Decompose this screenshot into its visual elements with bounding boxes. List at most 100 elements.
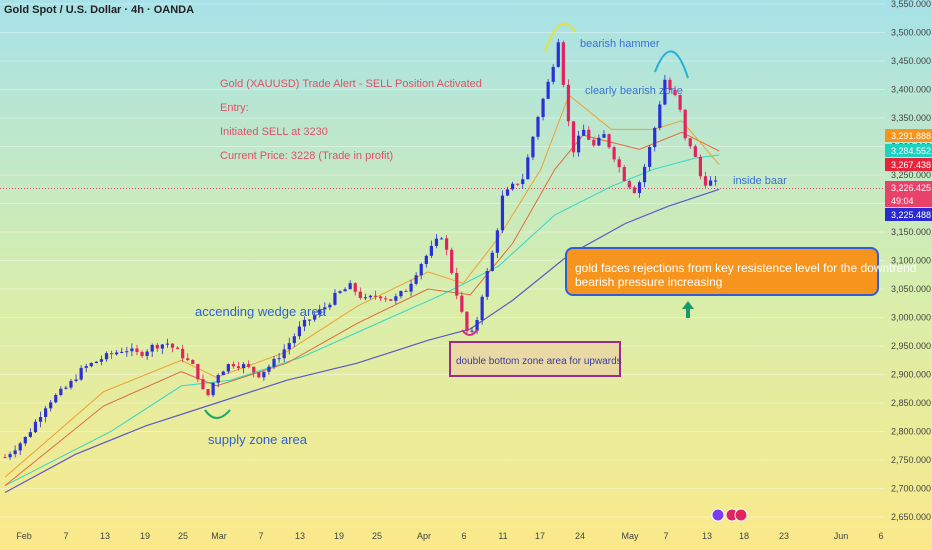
candle-body — [384, 298, 388, 300]
candle-body — [292, 336, 296, 344]
candle-body — [338, 291, 342, 293]
supply-arc — [204, 409, 231, 419]
candle-body — [708, 180, 713, 186]
candle-body — [23, 436, 27, 444]
candle-body — [79, 367, 83, 380]
candle-body — [333, 292, 337, 305]
candle-body — [297, 326, 302, 337]
candle-body — [221, 371, 225, 375]
candle-body — [658, 104, 662, 128]
moving-averages — [4, 94, 720, 494]
candle-body — [597, 137, 601, 146]
alert-initiated: Initiated SELL at 3230 — [220, 126, 328, 138]
candle-body — [445, 238, 449, 250]
candle-body — [99, 359, 104, 362]
x-tick-label: 11 — [498, 531, 507, 541]
candle-body — [211, 382, 215, 396]
axes: 3,550.000 3,500.000 3,450.000 3,400.000 3,35… — [16, 0, 931, 541]
candle-body — [353, 283, 357, 292]
x-tick-label: 7 — [63, 531, 68, 541]
candle-body — [125, 351, 129, 353]
wedge-label: accending wedge area — [195, 304, 326, 319]
price-label: 49:04 — [891, 196, 914, 206]
candle-body — [287, 343, 291, 350]
candle-body — [84, 366, 88, 368]
candle-body — [272, 358, 276, 367]
price-label-box — [885, 129, 932, 142]
candle-body — [480, 296, 484, 320]
alert-entry: Entry: — [220, 102, 249, 114]
inside-bar-label: inside baar — [733, 175, 787, 187]
gold-rejection-text: gold faces rejections from key resistenc… — [575, 261, 917, 275]
candle-body — [714, 180, 718, 182]
candle-body — [602, 134, 606, 138]
candle-body — [206, 389, 210, 396]
candle-body — [49, 402, 53, 409]
candle-body — [379, 296, 383, 299]
candle-body — [612, 147, 616, 160]
double-bottom-text: double bottom zone area for upwards — [456, 356, 622, 367]
candle-body — [698, 156, 703, 177]
candle-body — [399, 291, 403, 297]
x-tick-label: 23 — [779, 531, 789, 541]
candle-body — [632, 187, 637, 194]
candle-body — [130, 348, 134, 352]
candle-body — [38, 417, 43, 422]
candle-body — [536, 117, 540, 137]
candle-body — [323, 307, 327, 310]
candle-body — [328, 304, 332, 308]
candle-body — [231, 364, 236, 367]
candle-body — [521, 179, 525, 185]
y-tick-label: 3,050.000 — [891, 284, 931, 294]
candle-body — [181, 348, 185, 359]
candle-body — [693, 146, 697, 157]
candle-body — [648, 147, 652, 167]
y-tick-label: 3,100.000 — [891, 256, 931, 266]
symbol-title[interactable]: Gold Spot / U.S. Dollar · 4h · OANDA — [4, 4, 195, 16]
candle-body — [186, 358, 190, 361]
candle-body — [663, 79, 667, 105]
y-tick-label: 3,250.000 — [891, 170, 931, 180]
candle-body — [191, 360, 195, 364]
candle-body — [470, 330, 474, 332]
candle-body — [236, 366, 241, 369]
candle-body — [516, 183, 520, 185]
double-bottom-arc — [461, 329, 478, 336]
candle-body — [94, 361, 98, 364]
candle-body — [18, 443, 22, 451]
candle-body — [313, 314, 317, 320]
candle-body — [556, 42, 560, 67]
candle-body — [160, 344, 164, 349]
candle-body — [165, 343, 170, 345]
candle-body — [566, 84, 571, 122]
ma-line-blue — [4, 188, 720, 494]
y-tick-label: 2,650.000 — [891, 512, 931, 522]
candle-body — [145, 351, 149, 356]
x-tick-label: 25 — [178, 531, 188, 541]
candle-body — [318, 309, 322, 315]
y-tick-label: 2,850.000 — [891, 398, 931, 408]
candle-body — [257, 372, 261, 378]
x-tick-label: Apr — [417, 531, 431, 541]
bearish-hammer-label: bearish hammer — [580, 38, 660, 50]
candle-body — [89, 363, 93, 367]
candle-body — [33, 421, 38, 433]
candle-body — [170, 343, 175, 348]
y-tick-label: 3,500.000 — [891, 28, 931, 38]
candles[interactable] — [3, 38, 718, 461]
candle-body — [541, 98, 545, 118]
candle-body — [683, 109, 687, 139]
candle-body — [262, 371, 266, 378]
candle-body — [394, 296, 398, 301]
candle-body — [216, 374, 220, 383]
ma-line-orange — [4, 94, 720, 478]
candle-body — [267, 366, 271, 372]
candle-body — [104, 353, 109, 360]
x-tick-label: 19 — [140, 531, 150, 541]
candle-body — [505, 189, 510, 196]
candle-body — [653, 127, 657, 148]
candle-body — [607, 134, 611, 148]
x-tick-label: 18 — [739, 531, 749, 541]
price-label-box — [885, 144, 932, 157]
candle-body — [363, 297, 367, 299]
